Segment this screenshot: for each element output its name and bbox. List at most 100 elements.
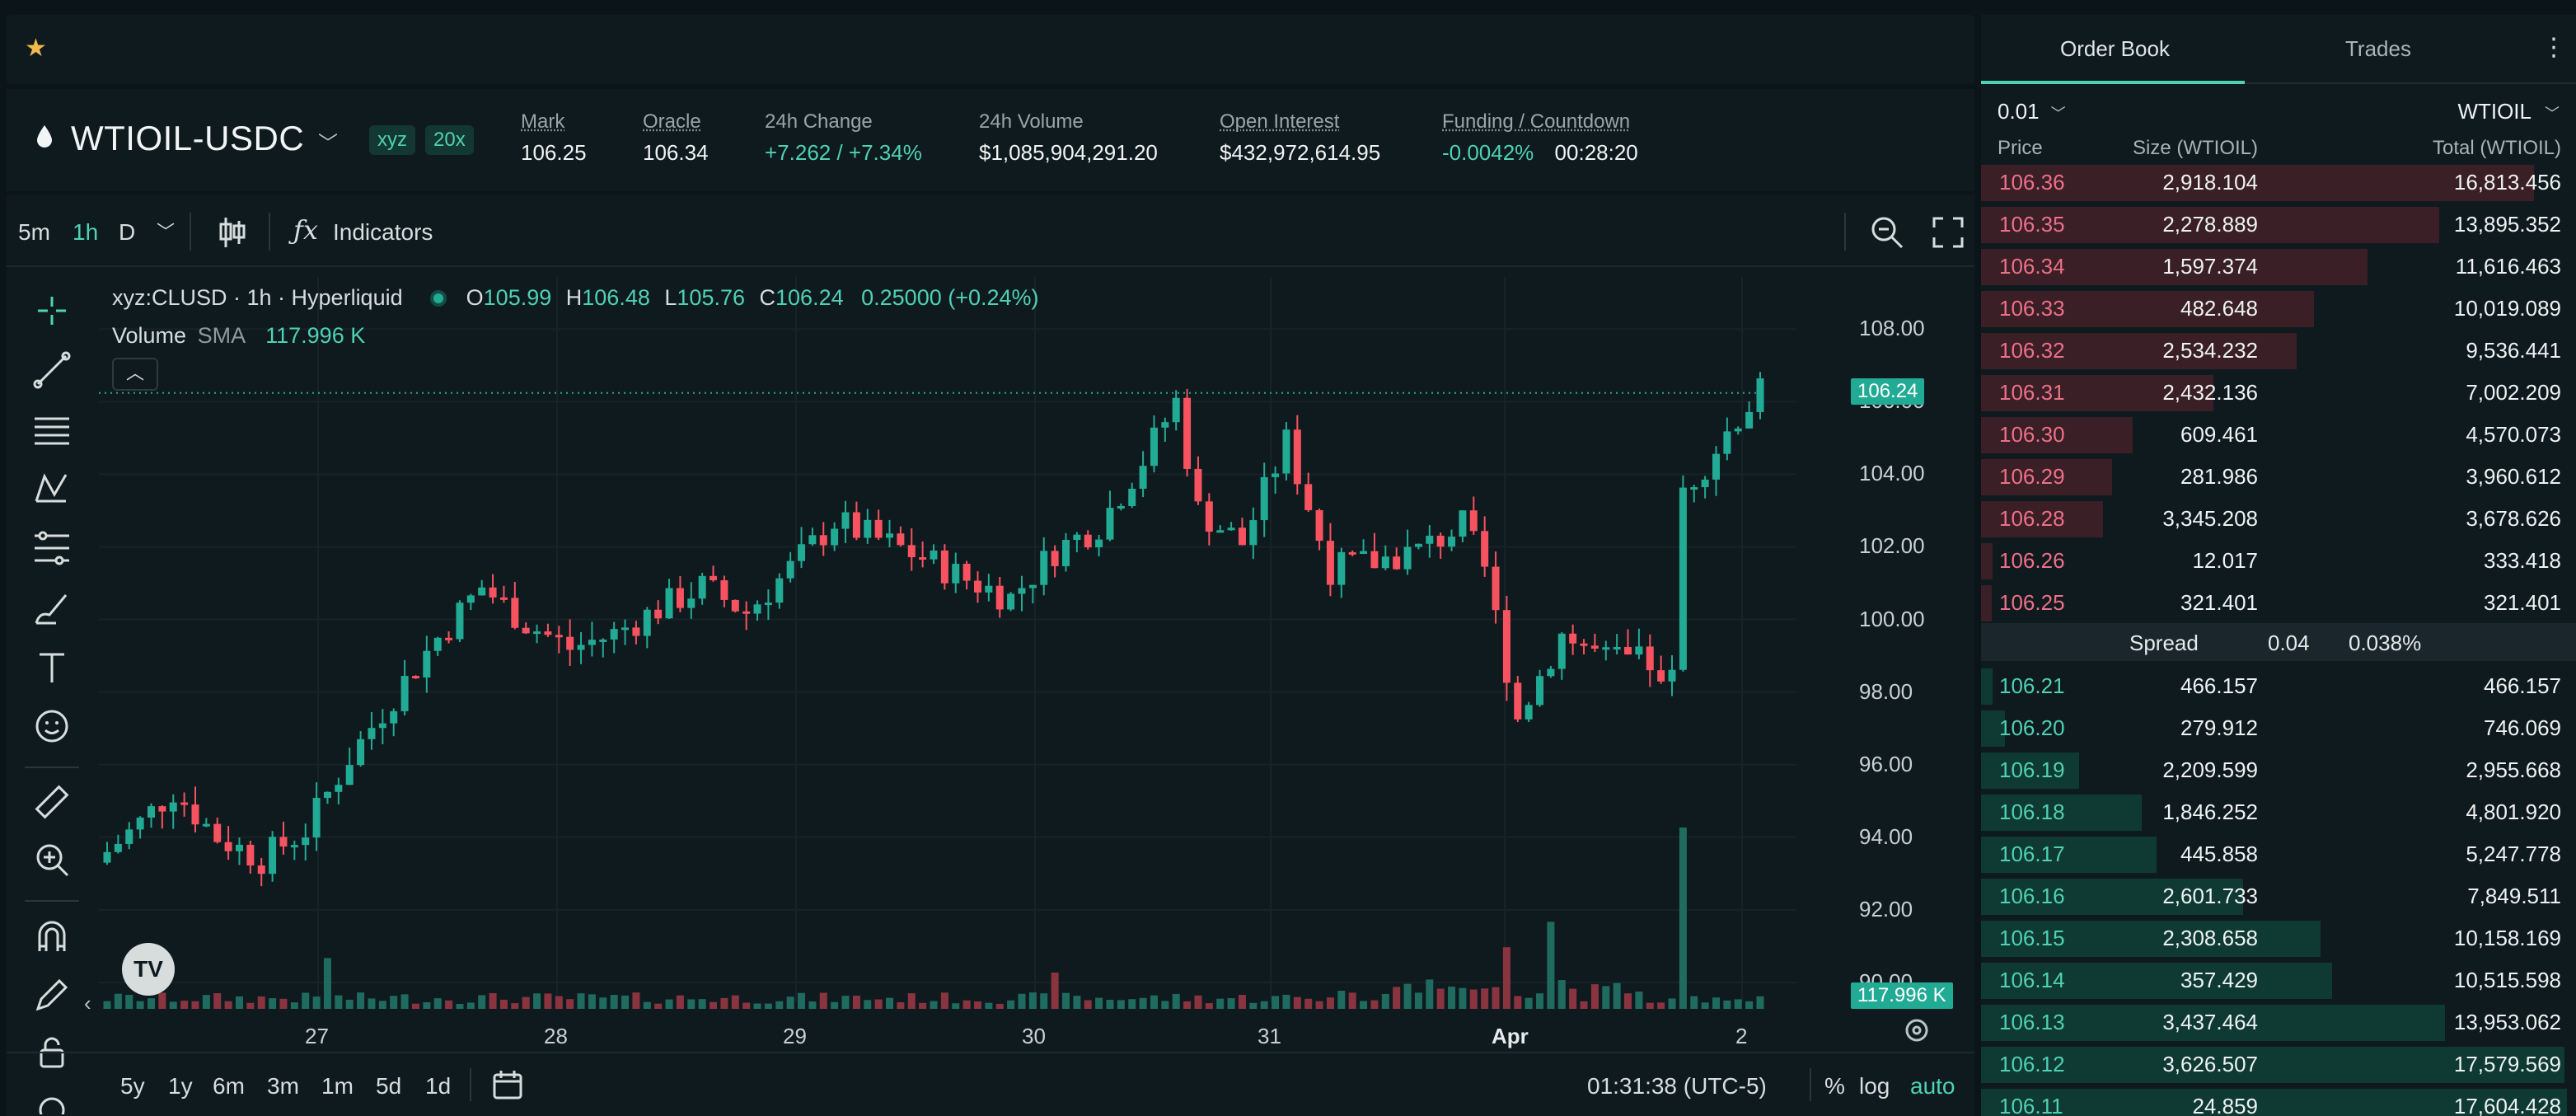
collapse-toolbar-icon[interactable]: ‹ (84, 991, 91, 1015)
horizontal-lines-icon[interactable] (31, 409, 73, 450)
range-3m[interactable]: 3m (267, 1073, 299, 1099)
text-icon[interactable] (31, 646, 73, 687)
row-price: 106.16 (1999, 884, 2065, 908)
spread-row: Spread 0.04 0.038% (1981, 623, 2576, 661)
interval-5m[interactable]: 5m (18, 219, 50, 245)
volume-bar (1414, 992, 1422, 1009)
magnet-icon[interactable] (31, 917, 73, 958)
unit-select[interactable]: WTIOIL ﹀ (2457, 99, 2560, 124)
ask-row[interactable]: 106.34 1,597.374 11,616.463 (1981, 247, 2576, 285)
tab-underline (1981, 82, 2576, 84)
zoom-in-icon[interactable] (31, 839, 73, 880)
bid-row[interactable]: 106.14 357.429 10,515.598 (1981, 961, 2576, 999)
volume-bar (919, 1002, 927, 1009)
bid-row[interactable]: 106.15 2,308.658 10,158.169 (1981, 919, 2576, 957)
bid-row[interactable]: 106.16 2,601.733 7,849.511 (1981, 877, 2576, 915)
order-book-panel: Order Book Trades ⋮ 0.01 ﹀ WTIOIL ﹀ Price … (1981, 15, 2576, 1116)
bid-row[interactable]: 106.18 1,846.252 4,801.920 (1981, 793, 2576, 831)
collapse-legend-button[interactable]: ︿ (112, 358, 158, 391)
ask-row[interactable]: 106.31 2,432.136 7,002.209 (1981, 373, 2576, 411)
trend-line-icon[interactable] (31, 349, 73, 391)
crosshair-icon[interactable] (31, 290, 73, 331)
ask-row[interactable]: 106.28 3,345.208 3,678.626 (1981, 499, 2576, 537)
bid-row[interactable]: 106.19 2,209.599 2,955.668 (1981, 751, 2576, 789)
range-5d[interactable]: 5d (376, 1073, 402, 1099)
chevron-down-icon: ﹀ (2545, 106, 2560, 122)
interval-1h[interactable]: 1h (73, 219, 99, 245)
ask-row[interactable]: 106.33 482.648 10,019.089 (1981, 289, 2576, 327)
volume-bar (1326, 997, 1334, 1009)
eye-icon[interactable] (31, 1090, 73, 1114)
tick-size-select[interactable]: 0.01 ﹀ (1998, 99, 2066, 124)
emoji-icon[interactable] (31, 706, 73, 747)
range-6m[interactable]: 6m (213, 1073, 245, 1099)
range-1m[interactable]: 1m (321, 1073, 354, 1099)
volume-bar (257, 996, 265, 1009)
volume-bar (676, 995, 684, 1009)
candle-body (1282, 429, 1290, 474)
log-toggle[interactable]: log (1859, 1073, 1890, 1099)
percent-toggle[interactable]: % (1824, 1073, 1845, 1099)
fx-icon[interactable]: ƒx (293, 214, 318, 246)
depth-bar (1981, 417, 2133, 453)
ruler-icon[interactable] (31, 781, 73, 823)
axis-settings-icon[interactable] (1902, 1015, 1932, 1045)
zoom-cursor-icon[interactable] (1869, 214, 1905, 251)
range-1d[interactable]: 1d (425, 1073, 452, 1099)
tab-order-book[interactable]: Order Book (2060, 36, 2170, 61)
volume-bar (1679, 828, 1687, 1009)
candle-body (1569, 633, 1577, 644)
depth-bar (1981, 585, 1992, 621)
leverage-badge[interactable]: 20x (425, 125, 474, 155)
fullscreen-icon[interactable] (1932, 216, 1965, 249)
pencil-lock-icon[interactable] (31, 974, 73, 1015)
candles-icon[interactable] (216, 214, 249, 251)
range-1y[interactable]: 1y (168, 1073, 193, 1099)
ask-row[interactable]: 106.25 321.401 321.401 (1981, 584, 2576, 621)
range-5y[interactable]: 5y (120, 1073, 145, 1099)
bid-row[interactable]: 106.12 3,626.507 17,579.569 (1981, 1045, 2576, 1083)
ask-row[interactable]: 106.35 2,278.889 13,895.352 (1981, 205, 2576, 243)
candle-body (246, 844, 255, 866)
bid-row[interactable]: 106.20 279.912 746.069 (1981, 709, 2576, 747)
volume-bar (610, 995, 618, 1009)
auto-toggle[interactable]: auto (1910, 1073, 1955, 1099)
bid-row[interactable]: 106.17 445.858 5,247.778 (1981, 835, 2576, 873)
volume-bar (952, 1003, 960, 1009)
ask-row[interactable]: 106.36 2,918.104 16,813.456 (1981, 163, 2576, 201)
volume-bar (1106, 1000, 1114, 1009)
interval-d[interactable]: D (119, 219, 136, 245)
volume-bar (1668, 998, 1676, 1009)
lock-icon[interactable] (31, 1032, 73, 1073)
indicators-button[interactable]: Indicators (333, 219, 433, 245)
star-icon[interactable]: ★ (25, 35, 47, 62)
calendar-icon[interactable] (491, 1068, 524, 1101)
interval-chevron-down-icon[interactable]: ﹀ (157, 222, 176, 242)
pattern-icon[interactable] (31, 468, 73, 509)
volume-bar (1061, 992, 1070, 1009)
stat-open-interest: Open Interest $432,972,614.95 (1220, 110, 1381, 165)
market-symbol[interactable]: WTIOIL-USDC (71, 119, 305, 157)
ask-row[interactable]: 106.26 12.017 333.418 (1981, 542, 2576, 579)
fib-lines-icon[interactable] (31, 528, 73, 569)
bid-row[interactable]: 106.11 24.859 17,604.428 (1981, 1087, 2576, 1116)
volume-bar (1712, 997, 1721, 1009)
candle-body (1690, 487, 1698, 490)
brush-icon[interactable] (31, 587, 73, 628)
bid-row[interactable]: 106.21 466.157 466.157 (1981, 667, 2576, 705)
bid-row[interactable]: 106.13 3,437.464 13,953.062 (1981, 1003, 2576, 1041)
more-icon[interactable]: ⋮ (2541, 34, 2566, 61)
row-size: 482.648 (2180, 296, 2258, 321)
chevron-down-icon[interactable]: ﹀ (318, 133, 338, 155)
clock-time[interactable]: 01:31:38 (UTC-5) (1587, 1073, 1767, 1099)
price-chart[interactable] (99, 277, 1829, 1035)
ask-row[interactable]: 106.30 609.461 4,570.073 (1981, 415, 2576, 453)
row-total: 13,895.352 (2453, 212, 2561, 237)
ask-row[interactable]: 106.29 281.986 3,960.612 (1981, 457, 2576, 495)
candle-body (1502, 610, 1510, 683)
tab-trades[interactable]: Trades (2345, 36, 2411, 61)
ask-row[interactable]: 106.32 2,534.232 9,536.441 (1981, 331, 2576, 369)
volume-bar (368, 998, 376, 1009)
row-total: 466.157 (2484, 673, 2561, 698)
candle-body (973, 580, 981, 593)
